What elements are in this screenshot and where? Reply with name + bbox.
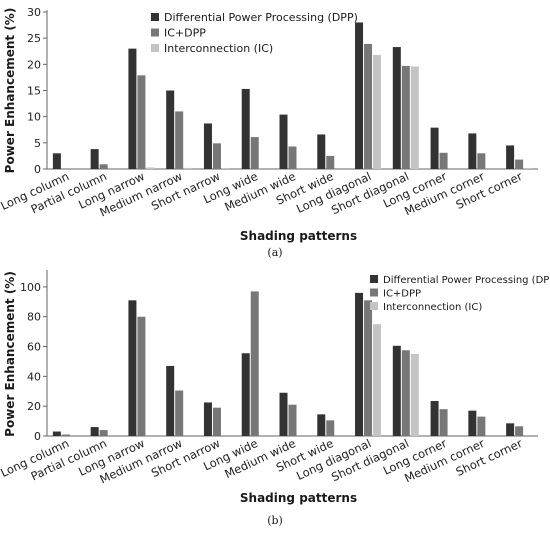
- legend-swatch-3: [151, 44, 159, 52]
- y-tick-label: 60: [27, 341, 41, 354]
- legend-label-2: IC+DPP: [164, 27, 206, 40]
- bar-1: [430, 400, 439, 436]
- bar-1: [241, 353, 250, 436]
- y-tick-label: 0: [34, 430, 41, 443]
- bar-1: [279, 392, 288, 436]
- bar-1: [355, 292, 364, 436]
- bar-1: [52, 431, 61, 436]
- y-tick-label: 40: [27, 370, 41, 383]
- bar-3: [146, 167, 155, 169]
- bar-1: [506, 145, 515, 169]
- bar-2: [137, 75, 146, 169]
- y-tick-label: 20: [27, 400, 41, 413]
- bar-2: [515, 426, 524, 436]
- bar-2: [288, 404, 297, 436]
- y-tick-label: 0: [34, 163, 41, 176]
- caption-a: (a): [267, 246, 283, 259]
- bar-3: [410, 354, 419, 436]
- y-tick-label: 80: [27, 311, 41, 324]
- bar-1: [128, 300, 137, 436]
- legend-swatch-1: [151, 13, 159, 21]
- bar-2: [439, 409, 448, 436]
- bar-1: [203, 123, 212, 169]
- bar-3: [373, 324, 382, 436]
- bar-1: [166, 90, 175, 169]
- bar-1: [279, 114, 288, 169]
- bar-2: [288, 146, 297, 169]
- y-axis-label: Power Enhancement (%): [3, 271, 17, 437]
- legend-label-1: Differential Power Processing (DPP): [164, 11, 358, 24]
- bar-1: [128, 48, 137, 170]
- y-tick-label: 25: [27, 32, 41, 45]
- bar-2: [326, 155, 335, 169]
- bar-2: [137, 316, 146, 436]
- bar-2: [99, 164, 108, 169]
- legend-label-1: Differential Power Processing (DPP): [383, 275, 550, 286]
- legend-swatch-2: [151, 28, 159, 37]
- y-tick-label: 15: [27, 85, 41, 98]
- bar-3: [373, 54, 382, 170]
- bar-2: [99, 430, 108, 436]
- y-tick-label: 30: [27, 6, 41, 19]
- bar-1: [90, 149, 99, 169]
- y-tick-label: 100: [20, 281, 41, 294]
- bar-1: [392, 47, 401, 169]
- legend-swatch-1: [370, 275, 378, 283]
- legend-swatch-2: [370, 288, 378, 297]
- bar-1: [90, 427, 99, 436]
- bar-1: [355, 22, 364, 169]
- x-axis-label: Shading patterns: [240, 491, 357, 505]
- bar-1: [166, 365, 175, 436]
- bar-2: [515, 159, 524, 169]
- bar-1: [468, 133, 477, 169]
- bar-2: [364, 300, 373, 436]
- legend-label-3: Interconnection (IC): [164, 42, 273, 55]
- chart-panel-a: 0 5 10 15 20 25 30 Long column Partial column Lon…: [0, 0, 550, 262]
- bar-2: [175, 111, 184, 169]
- bar-2: [212, 143, 221, 169]
- chart-panel-b: 0 20 40 60 80 100 Long column Partial column Lon…: [0, 262, 550, 535]
- caption-b: (b): [267, 514, 283, 527]
- legend-label-3: Interconnection (IC): [383, 302, 482, 313]
- bar-1: [468, 410, 477, 436]
- bar-2: [477, 416, 486, 436]
- x-axis-label: Shading patterns: [240, 229, 357, 243]
- bar-1: [52, 153, 61, 169]
- bar-2: [326, 420, 335, 436]
- y-tick-label: 20: [27, 58, 41, 71]
- bar-2: [61, 434, 70, 436]
- y-tick-label: 5: [34, 137, 41, 150]
- bar-2: [250, 137, 259, 169]
- bar-3: [184, 167, 193, 169]
- bar-1: [317, 414, 326, 436]
- bar-2: [175, 390, 184, 436]
- bar-1: [506, 423, 515, 436]
- bar-1: [392, 345, 401, 436]
- bar-3: [410, 66, 419, 169]
- bar-1: [241, 88, 250, 169]
- bar-2: [439, 152, 448, 169]
- bar-2: [477, 153, 486, 169]
- legend-swatch-3: [370, 302, 378, 310]
- legend-label-2: IC+DPP: [383, 289, 421, 300]
- bar-1: [317, 134, 326, 169]
- bar-1: [203, 402, 212, 436]
- bar-2: [401, 350, 410, 436]
- bar-2: [250, 291, 259, 436]
- bar-2: [212, 407, 221, 436]
- y-axis-label: Power Enhancement (%): [3, 8, 17, 174]
- bar-3: [524, 167, 533, 169]
- bar-3: [221, 167, 230, 169]
- bar-1: [430, 127, 439, 169]
- y-tick-label: 10: [27, 111, 41, 124]
- bar-2: [401, 65, 410, 169]
- bar-2: [364, 43, 373, 169]
